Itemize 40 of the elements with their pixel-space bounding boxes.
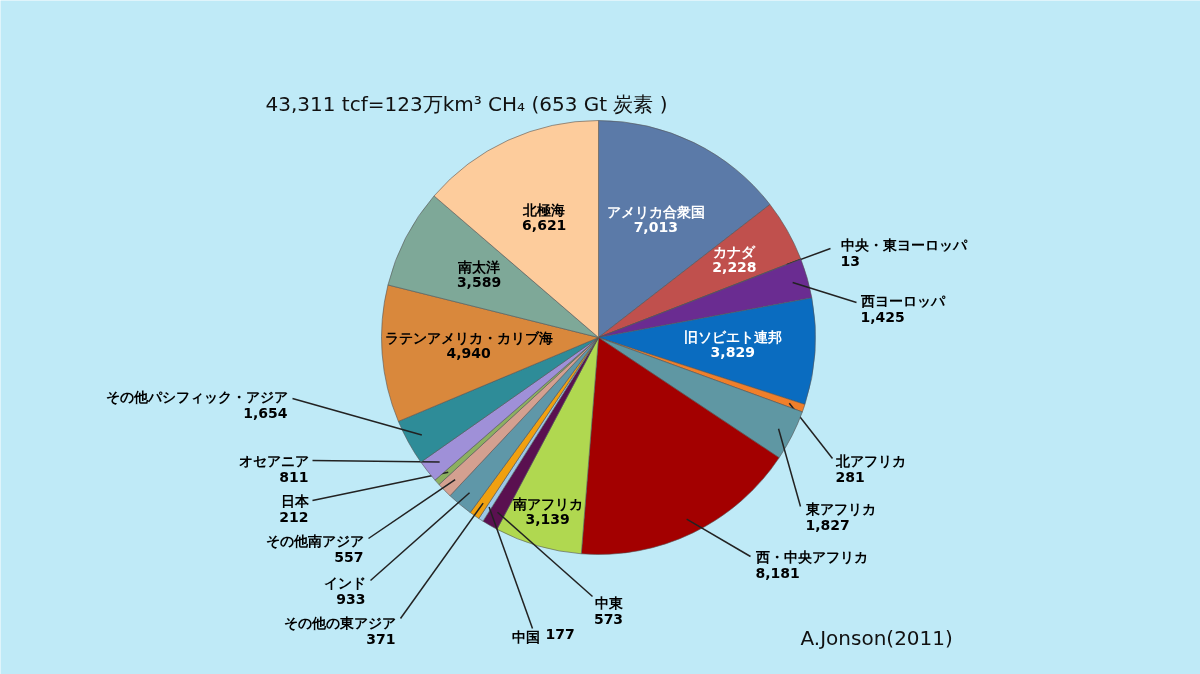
slice-label: その他の東アジア	[283, 614, 396, 631]
data-label: 933	[336, 590, 366, 607]
slice-label: アメリカ合衆国	[606, 203, 705, 220]
slice-label: その他南アジア	[265, 532, 364, 549]
slice-label: 西ヨーロッパ	[859, 292, 946, 309]
data-label: 281	[835, 468, 865, 485]
slice-label: 中央・東ヨーロッパ	[840, 236, 968, 253]
slice-label: 旧ソビエト連邦	[683, 329, 782, 346]
data-label: 8,181	[755, 564, 800, 581]
data-label: 557	[334, 548, 364, 565]
slice-label: 東アフリカ	[804, 500, 876, 517]
data-label: 4,940	[446, 345, 492, 362]
slice-label: 南アフリカ	[511, 495, 583, 512]
text: A.Jonson(2011)	[800, 625, 953, 650]
slice-label: 日本	[280, 492, 310, 509]
data-label: 3,139	[525, 510, 570, 527]
slice-label: 中東	[594, 594, 624, 611]
slice-label: 北極海	[522, 202, 566, 219]
data-label: 3,589	[456, 273, 502, 290]
slice-label: オセアニア	[238, 452, 309, 469]
slice-label: 西・中央アフリカ	[754, 548, 868, 565]
slice-label: ラテンアメリカ・カリブ海	[384, 330, 553, 347]
data-label: 177	[545, 625, 575, 642]
data-label: 811	[279, 468, 309, 485]
slice-label: 中国	[511, 628, 540, 645]
slice-label: インド	[323, 574, 366, 591]
slice-label: 南太洋	[457, 258, 501, 275]
slice-label: カナダ	[713, 243, 757, 260]
data-label: 371	[366, 630, 396, 647]
data-label: 1,425	[860, 308, 905, 325]
data-label: 1,827	[805, 516, 850, 533]
slice-label: 北アフリカ	[834, 452, 906, 469]
data-label: 6,621	[522, 217, 567, 234]
slice-label: その他パシフィック・アジア	[105, 388, 288, 405]
data-label: 3,829	[710, 344, 755, 361]
data-label: 1,654	[243, 404, 288, 421]
data-label: 13	[840, 252, 860, 269]
data-label: 212	[279, 508, 309, 525]
data-label: 573	[593, 610, 624, 627]
chart-title: 43,311 tcf=123万km³ CH₄ (653 Gt 炭素 )	[265, 91, 668, 116]
